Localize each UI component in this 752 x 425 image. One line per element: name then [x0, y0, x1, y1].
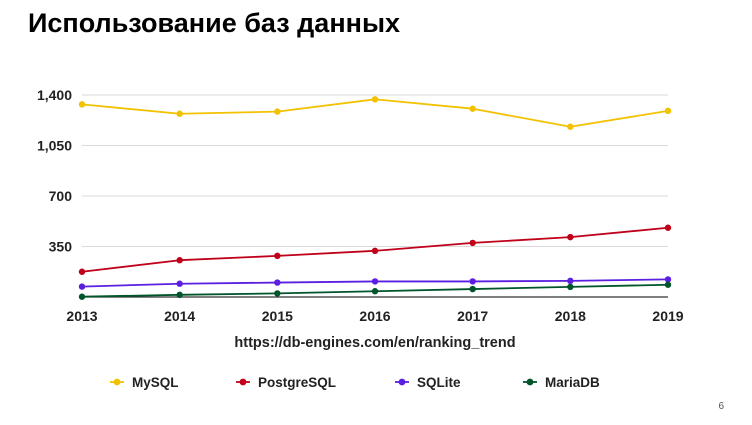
data-point-mysql: [469, 105, 476, 112]
data-point-mysql: [371, 96, 379, 103]
data-point-sqlite: [176, 280, 183, 287]
legend-marker-postgresql: [239, 378, 247, 386]
data-point-mysql: [176, 110, 183, 117]
chart-legend: MySQL PostgreSQL SQLite MariaDB: [110, 375, 600, 390]
x-tick-label: 2014: [164, 308, 195, 324]
series-line-mysql: [81, 98, 669, 128]
data-point-postgresql: [469, 239, 476, 247]
legend-label-mysql: MySQL: [132, 375, 179, 390]
series-mysql: [78, 96, 672, 130]
slide-title: Использование баз данных: [28, 8, 401, 38]
y-tick-label: 1,050: [37, 138, 72, 154]
data-point-sqlite: [469, 278, 476, 285]
data-point-postgresql: [664, 224, 672, 231]
legend-item-mariadb: MariaDB: [523, 375, 600, 390]
series-postgresql: [78, 224, 672, 275]
data-point-sqlite: [78, 283, 86, 290]
page-number: 6: [718, 401, 724, 412]
data-point-mariadb: [274, 290, 281, 297]
data-point-mysql: [78, 101, 86, 108]
data-point-sqlite: [371, 278, 379, 285]
y-tick-label: 1,400: [37, 87, 72, 103]
data-point-mariadb: [469, 285, 476, 293]
x-tick-label: 2017: [457, 308, 488, 324]
x-tick-label: 2018: [555, 308, 586, 324]
x-tick-label: 2015: [262, 308, 293, 324]
data-point-mariadb: [664, 281, 672, 288]
legend-marker-sqlite: [398, 378, 406, 386]
data-point-mysql: [567, 123, 574, 130]
legend-item-sqlite: SQLite: [395, 375, 461, 390]
x-tick-label: 2016: [359, 308, 390, 324]
data-point-postgresql: [78, 268, 86, 275]
x-tick-label: 2019: [652, 308, 683, 324]
x-tick-label: 2013: [66, 308, 97, 324]
legend-label-mariadb: MariaDB: [545, 375, 600, 390]
data-point-mariadb: [567, 283, 574, 291]
legend-marker-mariadb: [526, 378, 534, 386]
y-axis-tick-labels: 350 700 1,050 1,400: [37, 87, 72, 255]
data-point-mariadb: [78, 293, 86, 300]
legend-item-postgresql: PostgreSQL: [236, 375, 336, 390]
data-point-postgresql: [274, 252, 281, 260]
x-axis-tick-labels: 2013 2014 2015 2016 2017 2018 2019: [66, 308, 683, 324]
legend-label-sqlite: SQLite: [417, 375, 461, 390]
data-point-sqlite: [567, 277, 574, 285]
legend-item-mysql: MySQL: [110, 375, 179, 390]
data-point-mariadb: [176, 291, 183, 299]
chart-gridlines: [82, 94, 668, 298]
data-point-postgresql: [567, 233, 574, 241]
data-point-postgresql: [176, 257, 183, 264]
series-mariadb: [78, 281, 672, 300]
data-point-mariadb: [371, 288, 379, 295]
legend-label-postgresql: PostgreSQL: [258, 375, 336, 390]
legend-marker-mysql: [113, 378, 121, 386]
data-point-sqlite: [274, 279, 281, 286]
x-axis-label: https://db-engines.com/en/ranking_trend: [234, 335, 515, 351]
data-point-mysql: [664, 107, 672, 115]
chart-series: [78, 96, 672, 300]
y-tick-label: 350: [49, 239, 73, 255]
data-point-postgresql: [371, 247, 379, 255]
series-sqlite: [78, 276, 672, 290]
data-point-sqlite: [664, 276, 672, 283]
data-point-mysql: [274, 108, 281, 115]
y-tick-label: 700: [49, 188, 73, 204]
